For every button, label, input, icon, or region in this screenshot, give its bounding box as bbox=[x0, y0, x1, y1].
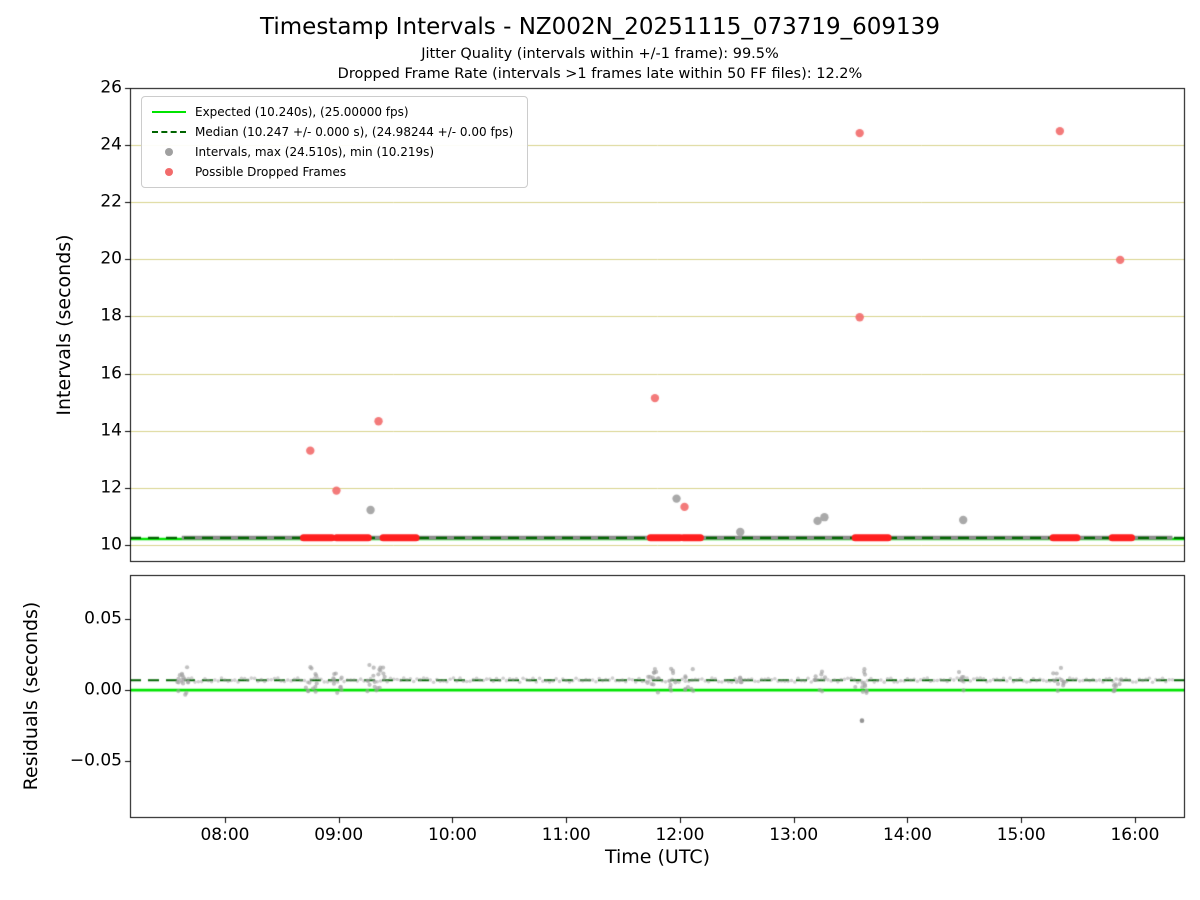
x-tick-label: 16:00 bbox=[1110, 825, 1160, 845]
x-tick-label: 12:00 bbox=[655, 825, 705, 845]
y-tick-label-top: 24 bbox=[100, 134, 122, 155]
dropped-frames-dot-swatch bbox=[152, 165, 186, 179]
y-tick-label-bottom: −0.05 bbox=[69, 750, 122, 771]
y-tick-label-bottom: 0.00 bbox=[84, 679, 122, 700]
legend-label-intervals: Intervals, max (24.510s), min (10.219s) bbox=[195, 145, 435, 159]
legend-label-expected: Expected (10.240s), (25.00000 fps) bbox=[195, 105, 409, 119]
y-tick-label-top: 22 bbox=[100, 191, 122, 212]
y-tick-label-top: 14 bbox=[100, 420, 122, 441]
y-tick-label-top: 16 bbox=[100, 363, 122, 384]
legend-row-median: Median (10.247 +/- 0.000 s), (24.98244 +… bbox=[152, 125, 513, 139]
legend-label-dropped: Possible Dropped Frames bbox=[195, 165, 347, 179]
median-dashed-line-swatch bbox=[152, 125, 186, 139]
y-tick-label-top: 26 bbox=[100, 77, 122, 98]
legend-row-dropped: Possible Dropped Frames bbox=[152, 165, 513, 179]
subtitle-jitter-quality: Jitter Quality (intervals within +/-1 fr… bbox=[421, 46, 779, 62]
x-tick-label: 09:00 bbox=[314, 825, 364, 845]
x-tick-label: 15:00 bbox=[996, 825, 1046, 845]
x-tick-label: 13:00 bbox=[769, 825, 819, 845]
y-tick-label-top: 12 bbox=[100, 477, 122, 498]
legend-label-median: Median (10.247 +/- 0.000 s), (24.98244 +… bbox=[195, 125, 514, 139]
x-tick-label: 14:00 bbox=[882, 825, 932, 845]
y-tick-label-top: 18 bbox=[100, 306, 122, 327]
expected-line-swatch bbox=[152, 105, 186, 119]
x-tick-label: 10:00 bbox=[427, 825, 477, 845]
y-axis-label-residuals: Residuals (seconds) bbox=[20, 601, 42, 791]
legend-row-intervals: Intervals, max (24.510s), min (10.219s) bbox=[152, 145, 513, 159]
x-tick-label: 08:00 bbox=[200, 825, 250, 845]
x-axis-label: Time (UTC) bbox=[604, 846, 711, 868]
subtitle-dropped-frame-rate: Dropped Frame Rate (intervals >1 frames … bbox=[337, 66, 863, 82]
legend-row-expected: Expected (10.240s), (25.00000 fps) bbox=[152, 105, 513, 119]
legend: Expected (10.240s), (25.00000 fps) Media… bbox=[141, 96, 529, 188]
y-tick-label-top: 20 bbox=[100, 248, 122, 269]
x-tick-label: 11:00 bbox=[541, 825, 591, 845]
chart-title: Timestamp Intervals - NZ002N_20251115_07… bbox=[260, 14, 940, 40]
y-tick-label-top: 10 bbox=[100, 534, 122, 555]
y-tick-label-bottom: 0.05 bbox=[84, 608, 122, 629]
intervals-dot-swatch bbox=[152, 145, 186, 159]
